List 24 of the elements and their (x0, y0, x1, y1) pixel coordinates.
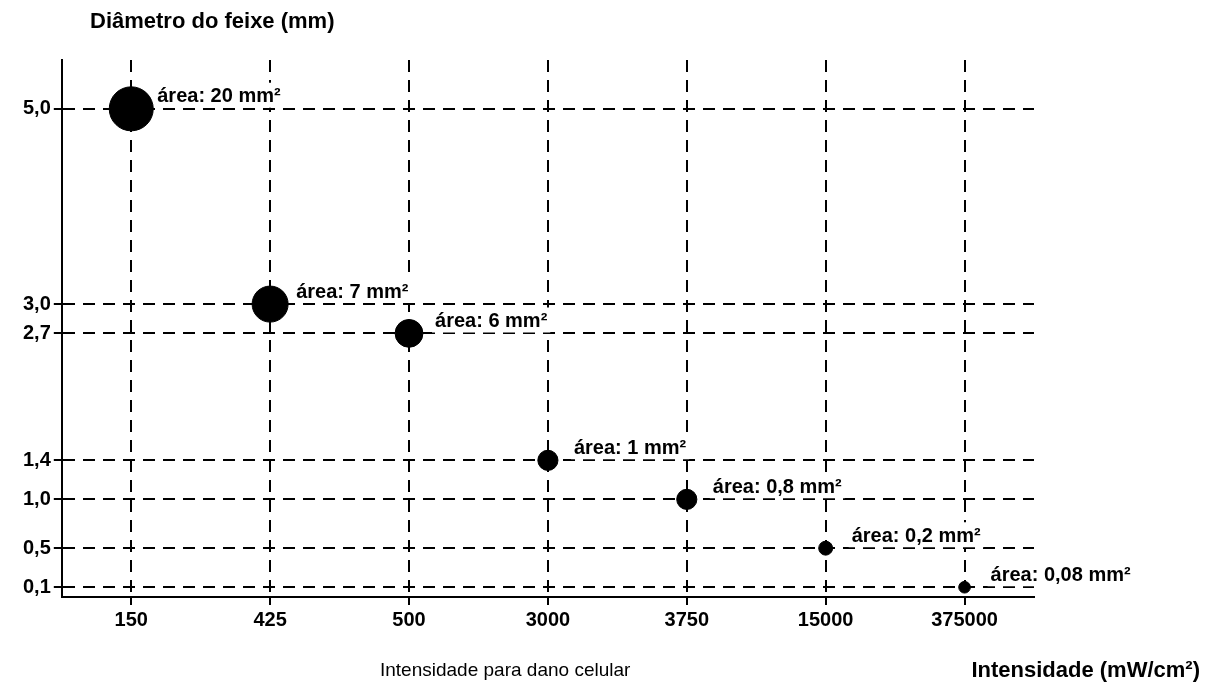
x-tick-label: 150 (114, 607, 148, 630)
annotation: área: 6 mm² (435, 308, 548, 331)
annotation: área: 1 mm² (573, 435, 687, 458)
annotation: área: 7 mm² (296, 279, 409, 302)
x-tick-label: 3750 (664, 607, 710, 630)
x-tick-label: 500 (392, 607, 426, 630)
x-tick-label: 15000 (797, 607, 854, 630)
y-tick-label: 5,0 (22, 96, 51, 119)
annotation: área: 20 mm² (157, 84, 281, 107)
annotation: área: 0,08 mm² (990, 562, 1131, 585)
annotation: área: 0,2 mm² (851, 523, 981, 546)
x-tick-label: 425 (253, 607, 287, 630)
text: Intensidade para dano celular (380, 659, 631, 681)
y-tick-label: 3,0 (22, 291, 51, 314)
x-axis-title: Intensidade (mW/cm²) (971, 657, 1200, 683)
y-tick-label: 0,5 (22, 535, 51, 558)
y-tick-label: 2,7 (22, 320, 51, 343)
annotation: área: 0,8 mm² (712, 474, 843, 497)
y-tick-label: 1,0 (22, 486, 51, 509)
y-axis-title: Diâmetro do feixe (mm) (90, 8, 335, 34)
x-tick-label: 375000 (931, 607, 998, 630)
y-tick-label: 0,1 (22, 574, 51, 597)
y-tick-label: 1,4 (22, 447, 52, 470)
x-tick-label: 3000 (525, 607, 571, 630)
